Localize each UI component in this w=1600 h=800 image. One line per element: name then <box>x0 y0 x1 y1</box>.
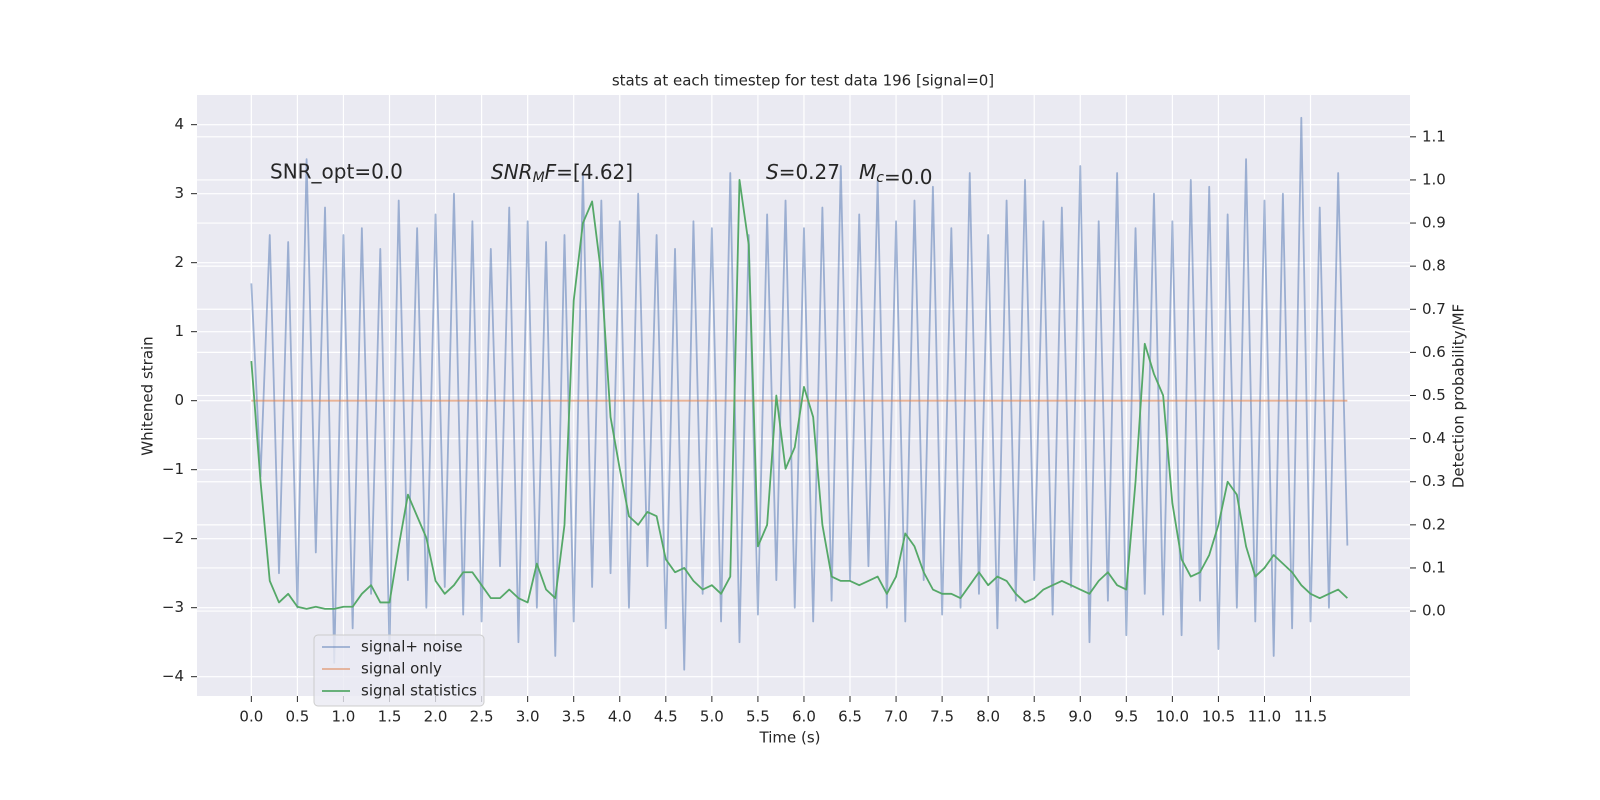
legend-box <box>313 634 485 707</box>
x-tick-label: 1.0 <box>332 708 356 726</box>
y2-tick-label: 1.0 <box>1422 170 1446 188</box>
y-tick-label: −4 <box>162 667 184 685</box>
x-axis-label: Time (s) <box>759 729 821 747</box>
x-tick-label: 0.0 <box>239 708 263 726</box>
y2-tick-label: 1.1 <box>1422 127 1446 145</box>
y-axis-label: Whitened strain <box>139 336 157 455</box>
x-tick-label: 10.5 <box>1202 708 1235 726</box>
x-tick-label: 11.0 <box>1248 708 1281 726</box>
x-tick-label: 10.0 <box>1156 708 1189 726</box>
y-tick-label: 3 <box>174 184 184 202</box>
annotation: SNR_opt=0.0 <box>270 160 403 184</box>
y2-tick-label: 0.8 <box>1422 257 1446 275</box>
y2-tick-label: 0.4 <box>1422 429 1446 447</box>
legend: signal+ noise signal only signal statistic… <box>313 634 485 707</box>
x-tick-label: 1.5 <box>378 708 402 726</box>
y2-tick-label: 0.1 <box>1422 558 1446 576</box>
x-tick-label: 5.5 <box>746 708 770 726</box>
y2-tick-label: 0.7 <box>1422 300 1446 318</box>
x-tick-label: 8.5 <box>1022 708 1046 726</box>
x-tick-label: 3.5 <box>562 708 586 726</box>
x-tick-label: 11.5 <box>1294 708 1327 726</box>
x-tick-label: 7.0 <box>884 708 908 726</box>
annotation: S=0.27 <box>766 160 840 184</box>
y-tick-label: 4 <box>174 115 184 133</box>
x-tick-label: 9.0 <box>1068 708 1092 726</box>
y2-axis-label: Detection probability/MF <box>1450 304 1468 488</box>
plot-lines <box>250 116 1349 671</box>
annotation: Mc=0.0 <box>859 160 933 189</box>
x-tick-label: 7.5 <box>930 708 954 726</box>
series-line <box>250 179 1348 610</box>
x-tick-label: 6.0 <box>792 708 816 726</box>
y-tick-label: 0 <box>174 391 184 409</box>
legend-label: signal+ noise <box>361 638 463 656</box>
y-tick-label: 1 <box>174 322 184 340</box>
y2-tick-label: 0.9 <box>1422 214 1446 232</box>
foreground: 0.0 0.5 1.0 1.5 2.0 2.5 3.0 3.5 4.0 4.5 5.0 5.5 6.0 6… <box>162 115 1446 725</box>
y-tick-label: −1 <box>162 460 184 478</box>
legend-label: signal statistics <box>361 682 477 700</box>
x-tick-label: 8.0 <box>976 708 1000 726</box>
chart-title: stats at each timestep for test data 196… <box>612 72 994 90</box>
y2-tick-label: 0.5 <box>1422 386 1446 404</box>
x-tick-label: 4.0 <box>608 708 632 726</box>
x-tick-label: 4.5 <box>654 708 678 726</box>
x-tick-label: 6.5 <box>838 708 862 726</box>
y-tick-label: −3 <box>162 598 184 616</box>
y-tick-label: −2 <box>162 529 184 547</box>
y2-tick-label: 0.2 <box>1422 515 1446 533</box>
y2-tick-label: 0.3 <box>1422 472 1446 490</box>
y2-tick-label: 0.6 <box>1422 343 1446 361</box>
x-tick-label: 2.5 <box>470 708 494 726</box>
annotation: SNRMF=[4.62] <box>491 160 633 187</box>
x-tick-label: 2.0 <box>424 708 448 726</box>
x-tick-label: 0.5 <box>285 708 309 726</box>
x-tick-label: 5.0 <box>700 708 724 726</box>
y2-tick-label: 0.0 <box>1422 602 1446 620</box>
x-tick-label: 9.5 <box>1114 708 1138 726</box>
x-tick-label: 3.0 <box>516 708 540 726</box>
legend-label: signal only <box>361 660 442 678</box>
y-tick-label: 2 <box>174 253 184 271</box>
